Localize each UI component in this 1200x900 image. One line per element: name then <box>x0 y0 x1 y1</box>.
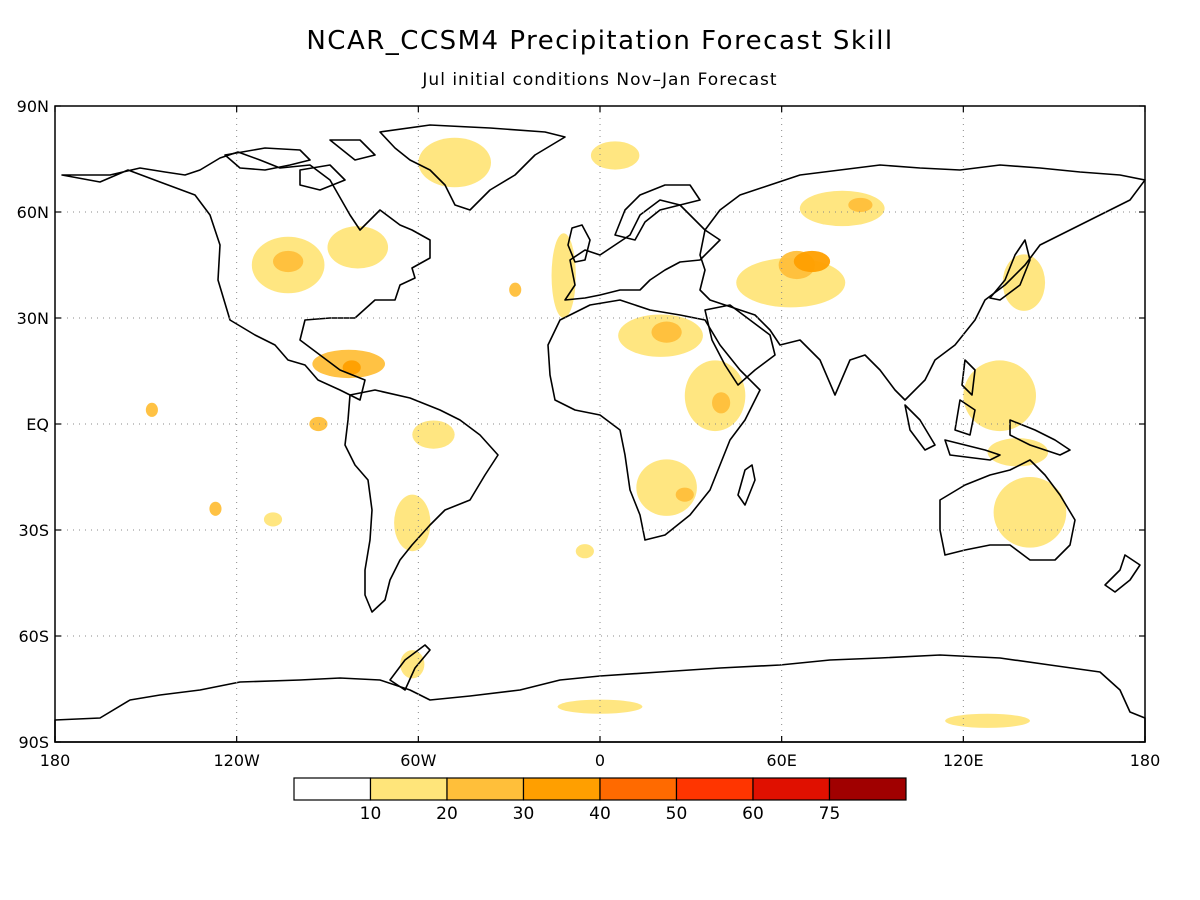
europe-coastline <box>564 199 721 301</box>
arabia-coastline <box>704 304 776 386</box>
skill-patch <box>273 250 304 273</box>
colorbar-label: 10 <box>360 804 382 824</box>
colorbar-label: 75 <box>819 804 841 824</box>
skill-patch <box>342 360 361 375</box>
skill-patch <box>551 233 576 318</box>
skill-patch <box>712 392 731 414</box>
colorbar-label: 60 <box>742 804 764 824</box>
lon-tick-label: 120E <box>943 751 984 770</box>
map-title: NCAR_CCSM4 Precipitation Forecast Skill <box>306 26 894 56</box>
arctic-islands-coastline <box>224 139 376 191</box>
lat-tick-label: 90N <box>17 97 49 116</box>
colorbar-label: 50 <box>666 804 688 824</box>
skill-patch <box>848 197 873 212</box>
skill-patch <box>963 360 1036 432</box>
gridlines <box>55 106 1145 742</box>
greenland-coastline <box>379 124 566 211</box>
south-america-coastline <box>344 389 499 613</box>
colorbar: 10 20 30 40 50 60 75 <box>293 777 907 824</box>
africa-coastline <box>547 299 761 541</box>
britain-coastline <box>567 224 591 263</box>
lat-tick-label: 30S <box>18 521 49 540</box>
skill-patch <box>1002 254 1046 311</box>
skill-patch <box>651 321 682 343</box>
colorbar-swatch <box>752 777 831 801</box>
skill-patch <box>145 402 158 417</box>
antarctica-coastline <box>54 654 1146 743</box>
colorbar-swatch <box>828 777 907 801</box>
indonesia-coastline <box>904 399 1071 461</box>
skill-patch <box>394 494 431 552</box>
map-subtitle: Jul initial conditions Nov–Jan Forecast <box>422 70 778 90</box>
lon-tick-label: 120W <box>213 751 260 770</box>
lat-tick-label: 60N <box>17 203 49 222</box>
skill-patch <box>590 141 640 170</box>
north-america-coastline <box>61 151 431 401</box>
colorbar-label: 20 <box>436 804 458 824</box>
skill-patch <box>418 137 491 188</box>
lon-tick-label: 180 <box>40 751 71 770</box>
skill-patch <box>209 501 222 516</box>
lon-tick-label: 180 <box>1130 751 1161 770</box>
colorbar-label: 40 <box>589 804 611 824</box>
skill-patch <box>309 416 328 432</box>
japan-coastline <box>989 239 1031 301</box>
skill-patch <box>400 650 425 679</box>
lon-tick-label: 60W <box>400 751 436 770</box>
colorbar-label: 30 <box>513 804 535 824</box>
skill-patch <box>327 226 389 269</box>
lat-tick-label: 30N <box>17 309 49 328</box>
skill-patch <box>793 250 831 273</box>
skill-patch <box>263 512 283 527</box>
colorbar-swatch <box>293 777 372 801</box>
skill-patch <box>412 420 455 449</box>
colorbar-swatch <box>369 777 448 801</box>
australia-coastline <box>939 459 1076 561</box>
antarctic-peninsula-coastline <box>389 644 431 691</box>
lon-tick-label: 0 <box>595 751 605 770</box>
skill-patch <box>636 459 697 516</box>
skill-patch <box>945 713 1030 728</box>
skill-patch <box>575 544 594 559</box>
madagascar-coastline <box>737 464 756 506</box>
lon-tick-label: 60E <box>766 751 796 770</box>
skill-patch <box>987 438 1049 467</box>
lat-tick-label: EQ <box>26 415 49 434</box>
skill-patches <box>145 137 1067 728</box>
skill-patch <box>675 487 694 502</box>
colorbar-swatch <box>599 777 678 801</box>
lat-tick-label: 60S <box>18 627 49 646</box>
continent-outlines <box>54 124 1146 743</box>
skill-patch <box>799 190 885 227</box>
skill-patch <box>509 282 522 297</box>
new-zealand-coastline <box>1104 554 1141 593</box>
scandinavia-coastline <box>614 184 701 241</box>
skill-patch <box>993 476 1067 548</box>
asia-coastline <box>699 164 1146 401</box>
lat-tick-label: 90S <box>18 733 49 752</box>
colorbar-swatch <box>522 777 601 801</box>
colorbar-swatch <box>446 777 525 801</box>
colorbar-swatch <box>675 777 754 801</box>
